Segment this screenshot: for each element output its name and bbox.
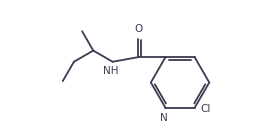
Text: N: N	[160, 113, 168, 123]
Text: O: O	[134, 24, 142, 34]
Text: Cl: Cl	[200, 104, 211, 114]
Text: NH: NH	[103, 66, 118, 76]
